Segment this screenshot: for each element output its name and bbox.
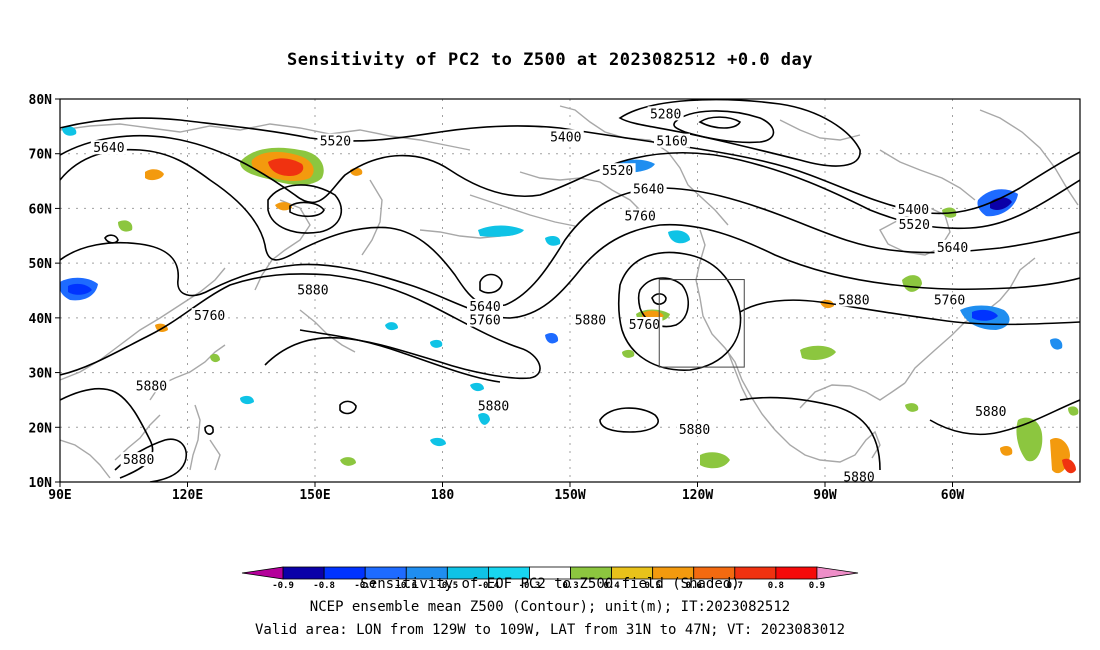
contour-label-bg (841, 469, 877, 484)
contour-label: 5640 (633, 182, 664, 197)
colorbar-tick-label: -0.3 (519, 581, 541, 591)
colorbar-tick-label: -0.8 (313, 581, 335, 591)
contour-label-bg (572, 312, 609, 327)
colorbar-swatch (816, 566, 859, 580)
lon-tick-label: 150W (554, 488, 585, 503)
sensitivity-shading (60, 126, 1079, 474)
colorbar-tick-label: -0.5 (436, 581, 458, 591)
contour-label: 5880 (478, 399, 509, 414)
lat-tick-label: 10N (29, 476, 53, 491)
contour-label-bg (547, 129, 584, 144)
colorbar-tick-label: -0.6 (395, 581, 417, 591)
colorbar-tick-label: 0.3 (562, 581, 578, 591)
contour-label-bg (931, 292, 968, 307)
contour-label-bg (676, 422, 713, 437)
contour-label-bg (622, 208, 659, 223)
contour-label: 5520 (320, 135, 351, 150)
contour-label-bg (934, 239, 971, 254)
lat-tick-label: 30N (29, 367, 53, 382)
contour-label: 5760 (624, 210, 655, 225)
contour-label-bg (294, 282, 331, 297)
colorbar-tick-label: 0.6 (686, 581, 702, 591)
contour-label-bg (896, 216, 933, 231)
contour-label: 5880 (975, 405, 1006, 420)
colorbar-tick-label: 0.9 (809, 581, 825, 591)
contour-label-bg (317, 133, 354, 148)
caption-valid-area: Valid area: LON from 129W to 109W, LAT f… (254, 622, 845, 638)
contour-label: 5400 (898, 203, 929, 218)
lon-tick-label: 60W (941, 488, 965, 503)
lat-tick-label: 50N (29, 257, 53, 272)
contour-label: 5520 (899, 218, 930, 233)
lon-tick-label: 120W (682, 488, 713, 503)
contour-label-bg (467, 312, 503, 327)
contour-label: 5400 (550, 130, 581, 145)
contour-label-bg (475, 398, 512, 413)
lon-tick-label: 180 (431, 488, 455, 503)
contour-label: 5160 (656, 135, 687, 150)
lat-tick-label: 20N (29, 421, 53, 436)
lat-tick-label: 60N (29, 202, 53, 217)
graticule (60, 99, 1080, 482)
contour-label: 5880 (679, 423, 710, 438)
contour-label: 5880 (843, 471, 874, 486)
contour-label-bg (835, 292, 872, 307)
contour-label: 5640 (469, 300, 500, 315)
colorbar-tick-label: 0.8 (768, 581, 784, 591)
coastlines (60, 105, 1079, 479)
lat-tick-label: 40N (29, 312, 53, 327)
contour-label: 5280 (650, 107, 681, 122)
lon-tick-label: 90W (813, 488, 837, 503)
axis-labels: 90E 120E 150E 180 150W 120W 90W 60W 10N 20N 30N 40N… (29, 93, 965, 503)
contour-label: 5880 (123, 453, 154, 468)
contour-label: 5880 (136, 379, 167, 394)
contour-label-bg (133, 378, 170, 393)
contour-label-bg (599, 163, 636, 178)
contour-label: 5880 (297, 284, 328, 299)
contour-label-bg (626, 316, 663, 331)
lat-tick-label: 80N (29, 93, 53, 108)
colorbar-tick-label: 0.7 (727, 581, 743, 591)
contour-label: 5760 (469, 314, 500, 329)
contour-label-bg (647, 106, 684, 121)
contour-label-bg (630, 181, 667, 196)
lon-tick-label: 90E (48, 488, 71, 503)
colorbar: -0.9 -0.8 -0.7 -0.6 -0.5 -0.4 -0.3 0.3 0.4 0.5 0.6… (241, 566, 859, 591)
lon-tick-label: 120E (172, 488, 203, 503)
caption-contour: NCEP ensemble mean Z500 (Contour); unit(… (309, 599, 791, 615)
contour-label: 5760 (629, 318, 660, 333)
contour-label-bg (654, 133, 690, 148)
contour-label: 5760 (934, 293, 965, 308)
contour-label-bg (972, 403, 1009, 418)
contour-label: 5760 (194, 309, 225, 324)
colorbar-tick-label: -0.4 (478, 581, 500, 591)
contour-label-bg (90, 140, 127, 155)
contour-label: 5880 (575, 314, 606, 329)
colorbar-tick-label: 0.5 (645, 581, 661, 591)
colorbar-tick-label: -0.9 (272, 581, 294, 591)
contour-label: 5880 (838, 293, 869, 308)
caption-shading: Sensitivity of EOF PC2 to Z500 field (Sh… (360, 576, 740, 592)
contour-label-bg (191, 308, 228, 323)
contour-label: 5520 (602, 164, 633, 179)
valid-area-box (658, 279, 745, 368)
contour-label: 5640 (93, 141, 124, 156)
lon-tick-label: 150E (299, 488, 330, 503)
colorbar-tick-label: -0.7 (354, 581, 376, 591)
colorbar-tick-label: 0.4 (603, 581, 620, 591)
lat-tick-label: 70N (29, 148, 53, 163)
contour-label-bg (895, 202, 932, 217)
contour-label-bg (120, 452, 157, 467)
contour-label: 5640 (937, 241, 968, 256)
contour-label-bg (467, 298, 503, 313)
map-title: Sensitivity of PC2 to Z500 at 2023082512… (286, 50, 813, 70)
